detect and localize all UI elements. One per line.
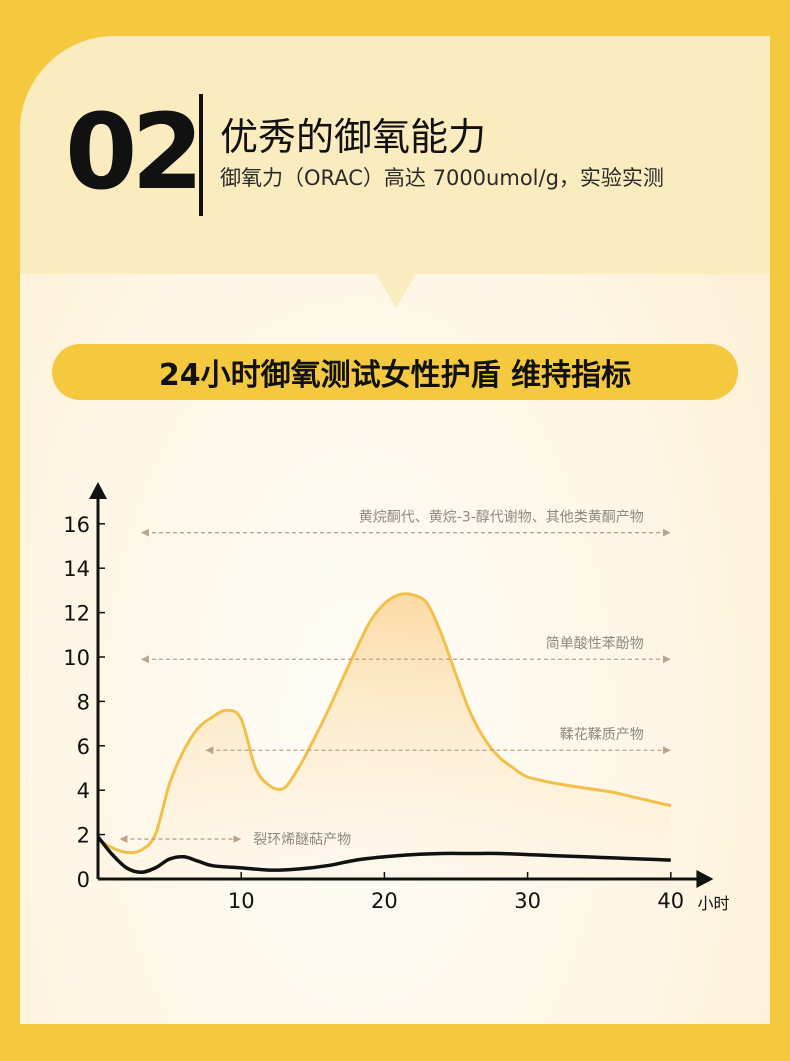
y-tick-label: 0 [77,868,90,892]
x-tick-label: 30 [514,889,541,913]
chart-banner: 24小时御氧测试女性护盾 维持指标 [52,344,738,400]
section-number: 02 [65,91,204,213]
oxidation-chart: 黄烷酮代、黄烷-3-醇代谢物、其他类黄酮产物简单酸性苯酚物鞣花鞣质产物裂环烯醚萜… [63,482,729,913]
series-area-fill [98,593,671,879]
series-line-black [96,835,671,875]
y-tick-label: 4 [77,779,90,803]
content-card: 02 优秀的御氧能力 御氧力（ORAC）高达 7000umol/g，实验实测 2… [20,36,770,1024]
y-tick-label: 16 [63,513,90,537]
y-tick-label: 2 [77,824,90,848]
x-tick-label: 40 [657,889,684,913]
annotation-label: 裂环烯醚萜产物 [253,832,351,848]
y-tick-label: 10 [63,646,90,670]
header-divider [199,94,203,216]
y-tick-label: 6 [77,735,90,759]
annotation-label: 鞣花鞣质产物 [560,727,644,743]
annotation-label: 黄烷酮代、黄烷-3-醇代谢物、其他类黄酮产物 [359,509,644,526]
y-tick-label: 8 [77,690,90,714]
series-line-yellow [97,592,672,855]
y-axis-arrow [89,482,107,499]
header-panel [20,36,770,274]
x-axis-arrow [696,870,714,888]
header-pointer [376,274,416,308]
x-axis-title: 小时 [697,894,729,913]
section-subtitle: 御氧力（ORAC）高达 7000umol/g，实验实测 [220,166,664,190]
y-tick-label: 14 [63,557,90,581]
section-title: 优秀的御氧能力 [220,115,487,159]
x-tick-label: 10 [228,889,255,913]
annotation-label: 简单酸性苯酚物 [546,635,644,652]
y-tick-label: 12 [63,602,90,626]
x-tick-label: 20 [371,889,398,913]
